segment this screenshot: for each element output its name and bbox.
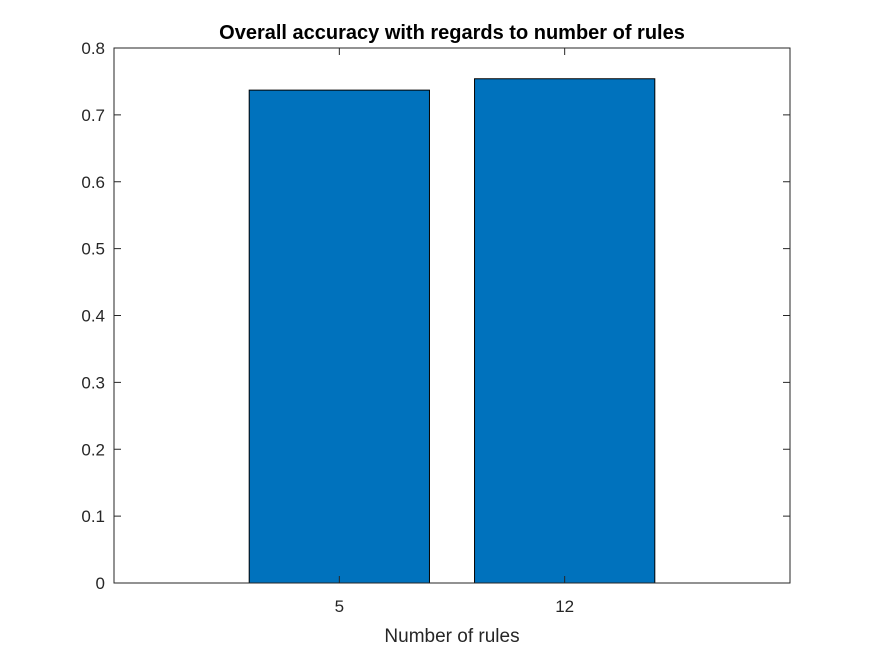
axes-box	[113, 47, 791, 584]
y-tick-label: 0.6	[81, 173, 105, 192]
y-tick-label: 0.7	[81, 106, 105, 125]
x-tick-label: 5	[335, 597, 344, 616]
y-tick-label: 0.3	[81, 373, 105, 392]
plot-area: 0 0.1 0.2 0.3 0.4 0.5 0.6 0.7 0.8 5 12	[81, 39, 791, 616]
y-tick-label: 0.1	[81, 507, 105, 526]
y-tick-label: 0	[96, 574, 105, 593]
y-tick-label: 0.5	[81, 240, 105, 259]
y-tick-label: 0.4	[81, 307, 105, 326]
x-axis-label: Number of rules	[384, 626, 519, 647]
x-tick-label: 12	[555, 597, 574, 616]
bar-5	[248, 89, 430, 584]
y-tick-label: 0.2	[81, 440, 105, 459]
chart-title: Overall accuracy with regards to number …	[219, 22, 685, 44]
y-tick-label: 0.8	[81, 39, 105, 58]
bar-12	[474, 78, 656, 584]
